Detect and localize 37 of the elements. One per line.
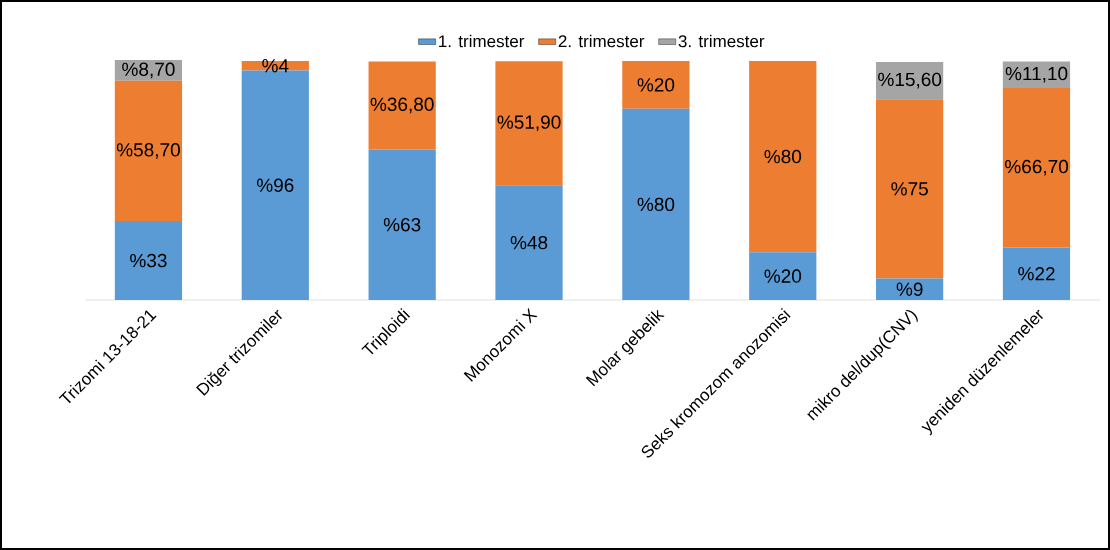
- data-label: %22: [1018, 267, 1055, 281]
- bar: [495, 185, 563, 300]
- data-label: %20: [637, 78, 675, 92]
- data-label: %8,70: [122, 62, 175, 79]
- data-label: %9: [896, 282, 923, 296]
- bar: [1002, 247, 1071, 300]
- legend-label: 3. trimester: [678, 34, 765, 48]
- data-label: %20: [764, 269, 802, 283]
- bar: [749, 252, 817, 300]
- legend-label: 1. trimester: [439, 34, 525, 48]
- data-label: %80: [764, 149, 802, 164]
- data-label: %96: [256, 178, 294, 192]
- legend-label: 2. trimester: [558, 34, 645, 48]
- bar: [495, 61, 563, 186]
- data-label: %11,10: [1005, 66, 1068, 83]
- data-label: %66,70: [1005, 159, 1069, 176]
- bar: [875, 278, 944, 300]
- bar: [875, 99, 944, 279]
- data-label: %75: [891, 182, 928, 196]
- data-label: %33: [130, 253, 167, 268]
- data-label: %80: [637, 197, 675, 212]
- bar: [114, 80, 183, 222]
- bar: [1002, 61, 1071, 88]
- bar: [622, 60, 690, 109]
- data-label: %63: [383, 217, 421, 232]
- data-label: %51,90: [497, 115, 561, 132]
- bar: [1002, 87, 1071, 248]
- data-label: %36,80: [370, 97, 434, 114]
- bar: [368, 61, 436, 150]
- bar: [368, 149, 436, 300]
- data-label: %15,60: [878, 72, 942, 89]
- bar: [749, 60, 817, 253]
- data-label: %58,70: [116, 143, 180, 159]
- bar: [622, 108, 690, 300]
- data-label: %48: [510, 235, 548, 250]
- data-label: %4: [262, 59, 289, 73]
- bar: [114, 221, 183, 300]
